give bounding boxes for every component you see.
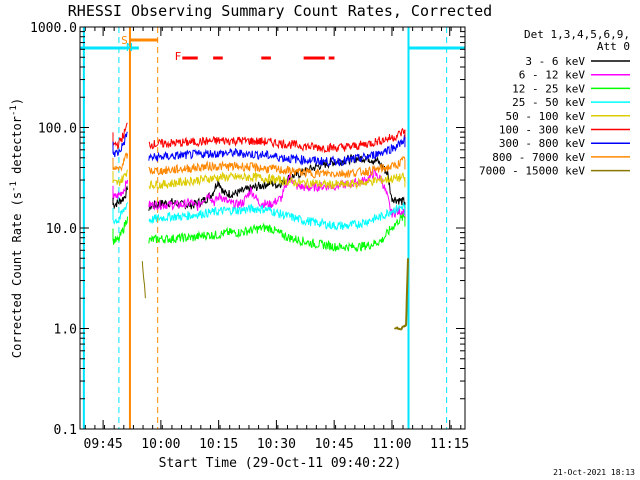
series-100-300-kev-line [112,122,128,150]
series-3-6-kev-line [148,153,406,212]
series-800-7000-kev-line [148,155,406,179]
legend-entry-label: 6 - 12 keV [519,69,586,82]
series-6-12-kev-line [112,179,129,200]
legend-entry-label: 300 - 800 keV [499,137,585,150]
series-6-12-kev-line [148,168,406,218]
y-tick-label: 100.0 [38,122,77,137]
series-100-300-kev-line [148,127,406,154]
y-tick-label: 10.0 [46,222,77,237]
legend-entry-label: 25 - 50 keV [512,96,585,109]
series-12-25-kev-line [112,216,129,245]
series-50-100-kev-line [148,171,406,190]
flag-label-f: F [175,50,182,63]
x-tick-label: 10:15 [199,437,238,452]
x-tick-label: 11:15 [430,437,469,452]
series-25-50-kev-line [148,202,406,231]
series-300-800-kev-line [112,131,128,158]
flag-label-s: S [121,34,128,47]
y-axis-label: Corrected Count Rate (s-1 detector-1) [9,98,24,358]
y-axis-label-exp1: -1 [9,181,19,192]
x-tick-label: 10:45 [315,437,354,452]
x-tick-label: 10:00 [141,437,180,452]
series-300-800-kev-line [148,134,406,167]
x-tick-label: 09:45 [84,437,123,452]
x-tick-label: 11:00 [372,437,411,452]
legend-entry-label: 3 - 6 keV [525,55,585,68]
series-layer [112,122,409,331]
y-tick-label: 1000.0 [30,21,77,36]
annotation-layer: SN F [80,27,465,429]
y-axis-label-exp2: -1 [9,105,19,116]
generation-timestamp: 21-Oct-2021 18:13 [553,468,635,477]
y-axis-label-end: ) [10,98,24,105]
series-3-6-kev-line [112,185,129,210]
series-7000-15000-kev-line [141,261,146,299]
y-axis-label-main: Corrected Count Rate (s [10,192,24,358]
legend-detectors-line1: Det 1,3,4,5,6,9, [524,28,630,41]
legend-detectors-line2: Att 0 [597,40,630,53]
series-25-50-kev-line [112,202,129,225]
legend-entry-label: 12 - 25 keV [512,82,585,95]
legend-entry-label: 7000 - 15000 keV [479,165,585,178]
y-axis-label-mid: detector [10,116,24,181]
legend-entry-label: 100 - 300 keV [499,124,585,137]
series-800-7000-kev-line [112,152,129,172]
x-axis-label: Start Time (29-Oct-11 09:40:22) [159,456,402,471]
series-50-100-kev-line [112,169,129,187]
legend-entry-label: 50 - 100 keV [506,110,586,123]
legend-entry-label: 800 - 7000 keV [492,151,585,164]
flag-label-n: N [126,41,133,54]
series-12-25-kev-line [148,213,406,252]
y-tick-label: 0.1 [54,423,77,438]
plot-frame [79,26,466,430]
axes-layer: 1000.0 100.0 10.0 1.0 0.1 09:45 10:00 10:15 10:3… [30,21,469,452]
series-7000-15000-kev-line [393,258,409,331]
x-tick-label: 10:30 [257,437,296,452]
chart-title: RHESSI Observing Summary Count Rates, Co… [68,2,492,20]
y-tick-label: 1.0 [54,323,77,338]
